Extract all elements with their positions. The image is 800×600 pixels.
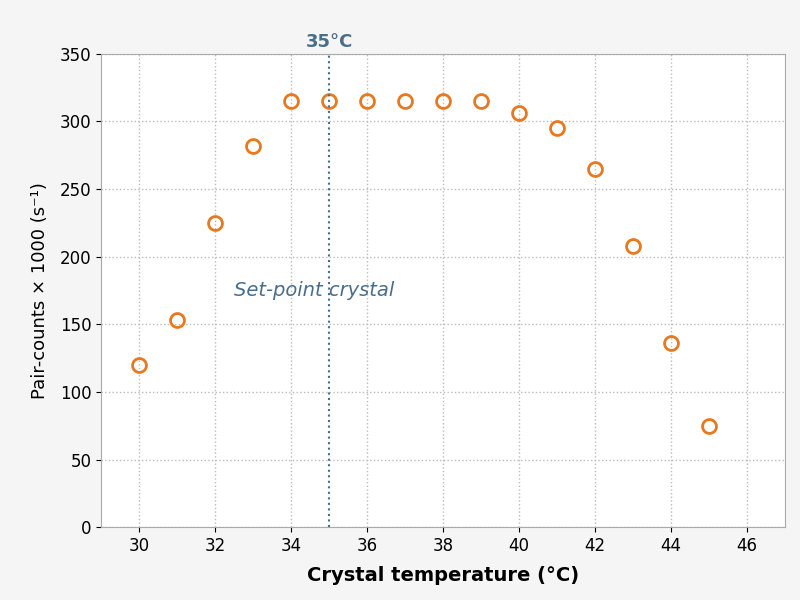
Text: 35°C: 35°C bbox=[306, 33, 353, 51]
Text: Set-point crystal: Set-point crystal bbox=[234, 281, 394, 300]
Y-axis label: Pair-counts × 1000 (s⁻¹): Pair-counts × 1000 (s⁻¹) bbox=[31, 182, 49, 399]
X-axis label: Crystal temperature (°C): Crystal temperature (°C) bbox=[307, 566, 579, 585]
